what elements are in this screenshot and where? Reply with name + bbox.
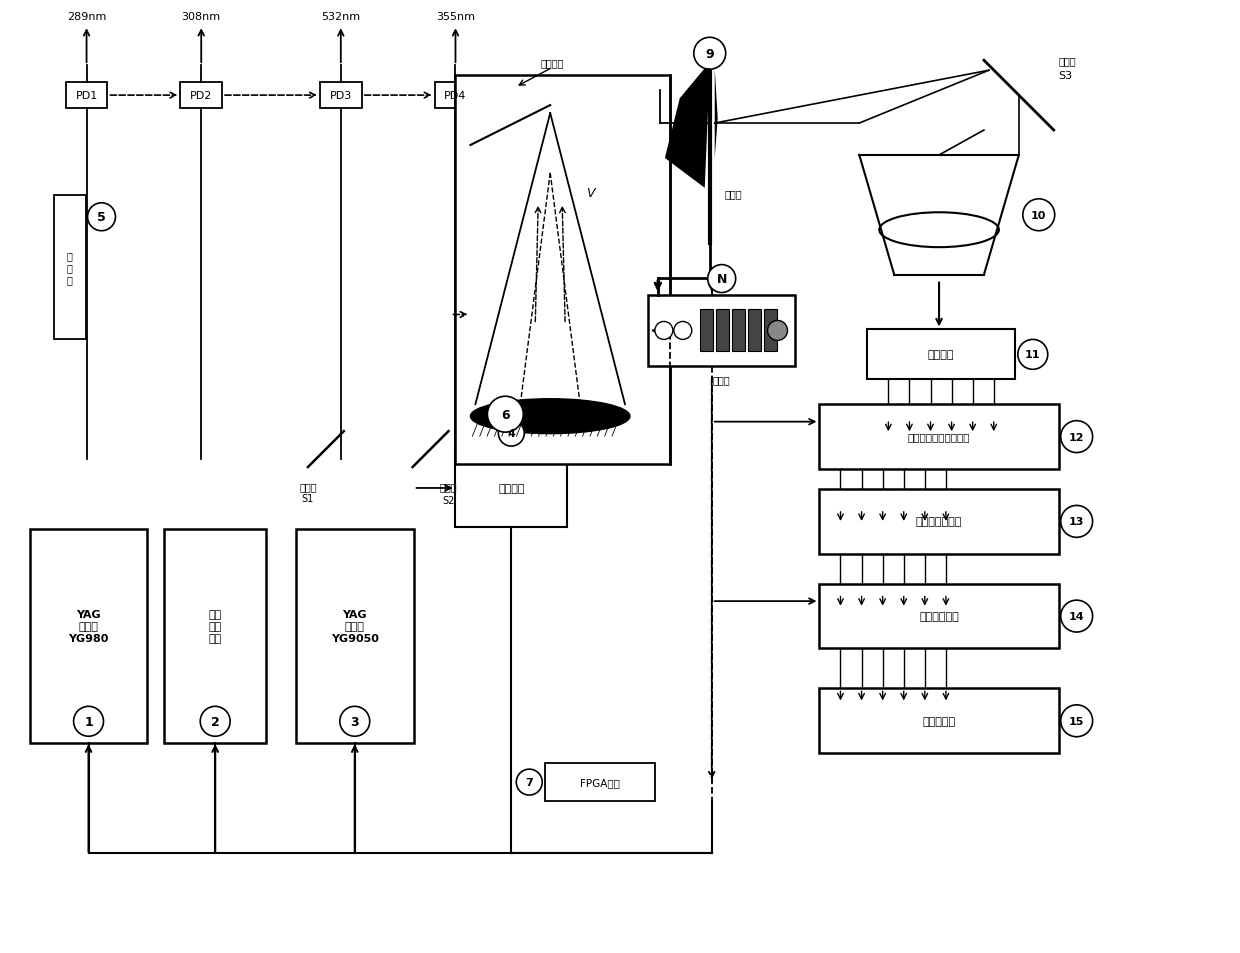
Text: 12: 12 <box>1069 432 1085 442</box>
Text: 1: 1 <box>84 715 93 728</box>
Text: 扫充型: 扫充型 <box>724 189 743 198</box>
Text: 6: 6 <box>501 408 510 421</box>
Circle shape <box>1060 600 1092 633</box>
Text: 5: 5 <box>97 211 105 224</box>
Bar <box>820 490 1059 555</box>
Bar <box>180 83 222 109</box>
Text: S2: S2 <box>443 496 455 505</box>
Bar <box>820 405 1059 470</box>
Polygon shape <box>714 70 718 159</box>
Text: 七路发生系统: 七路发生系统 <box>919 612 959 621</box>
Text: PD4: PD4 <box>444 91 466 101</box>
Circle shape <box>1060 506 1092 537</box>
Circle shape <box>88 204 115 232</box>
Circle shape <box>340 706 370 737</box>
Text: 2: 2 <box>211 715 219 728</box>
Text: 分发系统: 分发系统 <box>928 350 955 360</box>
Text: 289nm: 289nm <box>67 12 107 22</box>
Text: S3: S3 <box>1059 71 1073 81</box>
Bar <box>66 83 108 109</box>
Circle shape <box>694 38 725 71</box>
Text: 11: 11 <box>1025 350 1040 360</box>
Bar <box>455 450 567 527</box>
Text: V: V <box>585 187 594 200</box>
Circle shape <box>516 769 542 795</box>
Text: 7: 7 <box>526 778 533 787</box>
Circle shape <box>1060 421 1092 453</box>
Text: 全反镜: 全反镜 <box>1059 56 1076 66</box>
Bar <box>820 689 1059 754</box>
Circle shape <box>487 396 523 433</box>
Bar <box>434 83 476 109</box>
Text: 3: 3 <box>351 715 360 728</box>
Text: 355nm: 355nm <box>436 12 475 22</box>
Text: PD2: PD2 <box>190 91 212 101</box>
Text: 七路扫描采人器: 七路扫描采人器 <box>916 517 962 527</box>
Circle shape <box>673 322 692 340</box>
Circle shape <box>1023 199 1055 232</box>
Text: S1: S1 <box>301 494 314 503</box>
Text: 4: 4 <box>507 429 516 438</box>
Ellipse shape <box>470 399 630 435</box>
Text: N: N <box>717 273 727 286</box>
Bar <box>699 310 713 352</box>
Circle shape <box>73 706 103 737</box>
Text: 数据计算机: 数据计算机 <box>923 716 956 726</box>
Text: 消滤波: 消滤波 <box>713 375 730 385</box>
Bar <box>296 529 414 743</box>
Circle shape <box>1060 705 1092 737</box>
Bar <box>30 529 148 743</box>
Bar <box>820 584 1059 649</box>
Text: FPGA采集: FPGA采集 <box>580 778 620 787</box>
Text: 触发电路: 触发电路 <box>498 483 525 494</box>
Polygon shape <box>665 70 709 189</box>
Text: 消除信号: 消除信号 <box>541 58 564 68</box>
Text: 308nm: 308nm <box>182 12 221 22</box>
Text: 13: 13 <box>1069 517 1084 527</box>
Bar <box>455 76 670 464</box>
Bar <box>748 310 760 352</box>
Text: YAG
倍频器
YG9050: YAG 倍频器 YG9050 <box>331 610 378 643</box>
Bar <box>649 295 796 367</box>
Text: 分
分
池: 分 分 池 <box>67 252 73 284</box>
Bar <box>715 310 729 352</box>
Text: 全反镜: 全反镜 <box>299 481 316 492</box>
Text: 15: 15 <box>1069 716 1084 726</box>
Circle shape <box>708 265 735 294</box>
Bar <box>320 83 362 109</box>
Text: PD1: PD1 <box>76 91 98 101</box>
Text: 分束镜: 分束镜 <box>440 481 458 492</box>
Text: 七路电门控化七路电气: 七路电门控化七路电气 <box>908 432 971 442</box>
Text: 14: 14 <box>1069 612 1085 621</box>
Circle shape <box>655 322 673 340</box>
Bar <box>867 330 1014 380</box>
Bar <box>165 529 267 743</box>
Text: 10: 10 <box>1032 211 1047 220</box>
Circle shape <box>768 321 787 341</box>
Bar <box>53 195 86 340</box>
Circle shape <box>1018 340 1048 370</box>
Text: YAG
激光器
YG980: YAG 激光器 YG980 <box>68 610 109 643</box>
Text: 532nm: 532nm <box>321 12 361 22</box>
Bar <box>546 763 655 801</box>
Text: 准分
子激
光器: 准分 子激 光器 <box>208 610 222 643</box>
Text: 9: 9 <box>706 48 714 61</box>
Circle shape <box>498 420 525 447</box>
Circle shape <box>200 706 231 737</box>
Text: PD3: PD3 <box>330 91 352 101</box>
Bar <box>764 310 776 352</box>
Bar <box>732 310 745 352</box>
